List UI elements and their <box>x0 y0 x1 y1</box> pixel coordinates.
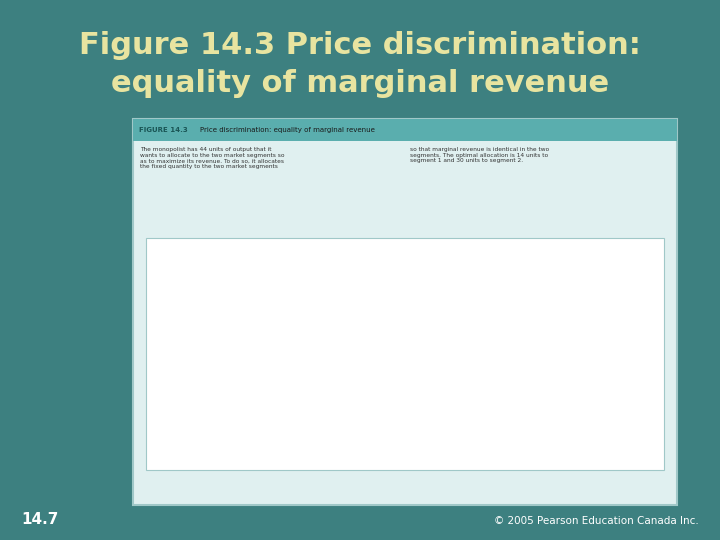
Text: D₂: D₂ <box>611 400 620 409</box>
Text: Price discrimination: equality of marginal revenue: Price discrimination: equality of margin… <box>200 127 375 133</box>
Text: so that marginal revenue is identical in the two
segments. The optimal allocatio: so that marginal revenue is identical in… <box>410 147 549 164</box>
Text: The monopolist has 44 units of output that it
wants to allocate to the two marke: The monopolist has 44 units of output th… <box>140 147 285 169</box>
Text: (b) Second market segment: (b) Second market segment <box>471 483 577 492</box>
Text: FIGURE 14.3: FIGURE 14.3 <box>139 127 188 133</box>
Text: Figure 14.3 Price discrimination:: Figure 14.3 Price discrimination: <box>79 31 641 60</box>
X-axis label: Output (y₂): Output (y₂) <box>503 423 546 431</box>
Y-axis label: Price ($): Price ($) <box>155 335 164 367</box>
Text: MR₂: MR₂ <box>558 451 572 460</box>
Text: D₁: D₁ <box>330 387 339 396</box>
Text: equality of marginal revenue: equality of marginal revenue <box>111 69 609 98</box>
Y-axis label: Price ($): Price ($) <box>395 335 404 367</box>
Text: 14.7: 14.7 <box>22 511 59 526</box>
Text: (a) First market segment: (a) First market segment <box>225 483 320 492</box>
Text: MR₁: MR₁ <box>316 421 331 429</box>
X-axis label: Output (y₁): Output (y₁) <box>251 400 294 409</box>
Text: © 2005 Pearson Education Canada Inc.: © 2005 Pearson Education Canada Inc. <box>494 516 698 526</box>
